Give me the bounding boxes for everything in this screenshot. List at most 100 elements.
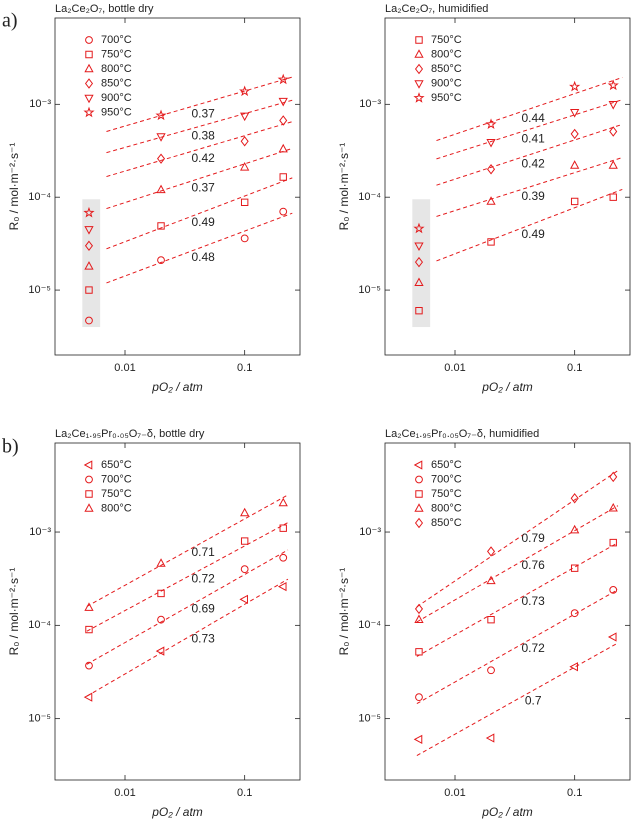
slope-label: 0.37 xyxy=(191,180,215,194)
slope-label: 0.38 xyxy=(191,129,215,143)
data-point xyxy=(240,507,250,517)
data-point xyxy=(486,164,496,175)
data-point xyxy=(487,238,495,246)
legend-marker xyxy=(85,490,93,498)
data-point xyxy=(240,198,249,207)
data-point xyxy=(83,206,95,218)
slope-label: 0.49 xyxy=(191,215,215,229)
y-axis-label: R₀ / mol·m⁻²·s⁻¹ xyxy=(7,143,21,231)
data-point xyxy=(279,524,287,532)
data-point xyxy=(278,143,288,153)
data-point xyxy=(240,234,249,243)
y-tick-label: 10⁻⁵ xyxy=(358,713,381,725)
slope-label: 0.7 xyxy=(525,694,542,708)
legend-marker xyxy=(83,460,93,470)
legend-marker xyxy=(85,36,93,44)
legend-marker xyxy=(413,460,423,470)
slope-label: 0.42 xyxy=(191,151,215,165)
data-point xyxy=(570,493,579,504)
data-point xyxy=(485,118,497,130)
data-point xyxy=(157,222,165,230)
legend-marker xyxy=(84,63,94,73)
data-point xyxy=(414,242,424,252)
fit-line xyxy=(106,147,293,210)
slope-label: 0.72 xyxy=(521,641,545,655)
fit-line xyxy=(436,99,623,160)
data-point xyxy=(569,662,578,672)
legend-label: 850°C xyxy=(431,517,462,529)
legend-marker xyxy=(84,503,94,512)
y-tick-label: 10⁻⁴ xyxy=(358,619,381,631)
data-point xyxy=(608,160,618,169)
plot-frame xyxy=(54,442,301,781)
y-tick-label: 10⁻⁴ xyxy=(28,619,51,631)
fit-line xyxy=(416,505,619,623)
data-point xyxy=(609,193,617,201)
legend-marker xyxy=(413,92,425,103)
chart-title: La₂Ce₁.₉₅Pr₀.₀₅O₇₋δ, humidified xyxy=(385,428,539,440)
y-tick-label: 10⁻⁵ xyxy=(28,284,51,296)
fit-line xyxy=(416,542,619,657)
x-axis-label: pO₂ / atm xyxy=(151,380,203,394)
slope-label: 0.37 xyxy=(191,106,215,120)
x-tick-label: 0.01 xyxy=(444,787,465,799)
x-tick-label: 0.1 xyxy=(567,362,582,374)
slope-label: 0.69 xyxy=(191,601,215,615)
data-point xyxy=(570,160,580,169)
legend-marker xyxy=(415,36,423,44)
data-point xyxy=(486,575,496,585)
y-tick-label: 10⁻⁵ xyxy=(28,713,51,725)
data-point xyxy=(84,226,94,235)
y-tick-label: 10⁻⁵ xyxy=(358,284,381,296)
data-point xyxy=(84,240,94,251)
data-point xyxy=(608,101,618,110)
fit-line xyxy=(86,578,289,697)
data-point xyxy=(570,609,579,618)
fit-line xyxy=(416,642,619,756)
legend-label: 700°C xyxy=(101,473,132,485)
y-axis-label: R₀ / mol·m⁻²·s⁻¹ xyxy=(337,568,351,656)
data-point xyxy=(279,115,288,126)
legend-label: 950°C xyxy=(101,106,132,118)
data-point xyxy=(415,693,423,702)
x-axis-label: pO₂ / atm xyxy=(151,805,203,819)
data-point xyxy=(414,256,424,268)
chart-title: La₂Ce₂O₇, bottle dry xyxy=(55,3,154,15)
legend-label: 750°C xyxy=(431,34,462,46)
data-point xyxy=(279,173,287,181)
slope-label: 0.48 xyxy=(191,250,215,264)
y-tick-label: 10⁻³ xyxy=(29,526,51,538)
data-point xyxy=(157,615,165,624)
data-point xyxy=(570,109,580,118)
legend-label: 850°C xyxy=(431,63,462,75)
slope-label: 0.72 xyxy=(191,572,215,586)
data-point xyxy=(609,538,617,547)
chart-title: La₂Ce₂O₇, humidified xyxy=(385,3,488,15)
data-point xyxy=(157,589,165,598)
data-point xyxy=(85,661,93,670)
x-axis-label: pO₂ / atm xyxy=(481,805,533,819)
slope-label: 0.41 xyxy=(521,131,545,145)
fit-line xyxy=(106,76,293,132)
slope-label: 0.79 xyxy=(521,531,545,545)
data-point xyxy=(413,734,423,744)
data-point xyxy=(608,502,618,512)
data-point xyxy=(239,85,251,97)
legend-marker xyxy=(415,490,423,498)
y-tick-label: 10⁻³ xyxy=(359,98,381,110)
legend-label: 700°C xyxy=(101,34,132,46)
legend-label: 800°C xyxy=(431,48,462,60)
data-point xyxy=(485,733,495,743)
data-point xyxy=(157,256,165,265)
data-point xyxy=(609,585,618,594)
slope-label: 0.42 xyxy=(521,157,545,171)
data-point xyxy=(240,565,249,574)
data-point xyxy=(570,197,579,206)
slope-label: 0.39 xyxy=(521,189,545,203)
slope-label: 0.44 xyxy=(521,111,545,125)
legend-marker xyxy=(414,63,424,75)
legend-label: 750°C xyxy=(101,488,132,500)
fit-line xyxy=(86,494,289,607)
data-point xyxy=(414,614,424,623)
legend-label: 750°C xyxy=(101,48,132,60)
